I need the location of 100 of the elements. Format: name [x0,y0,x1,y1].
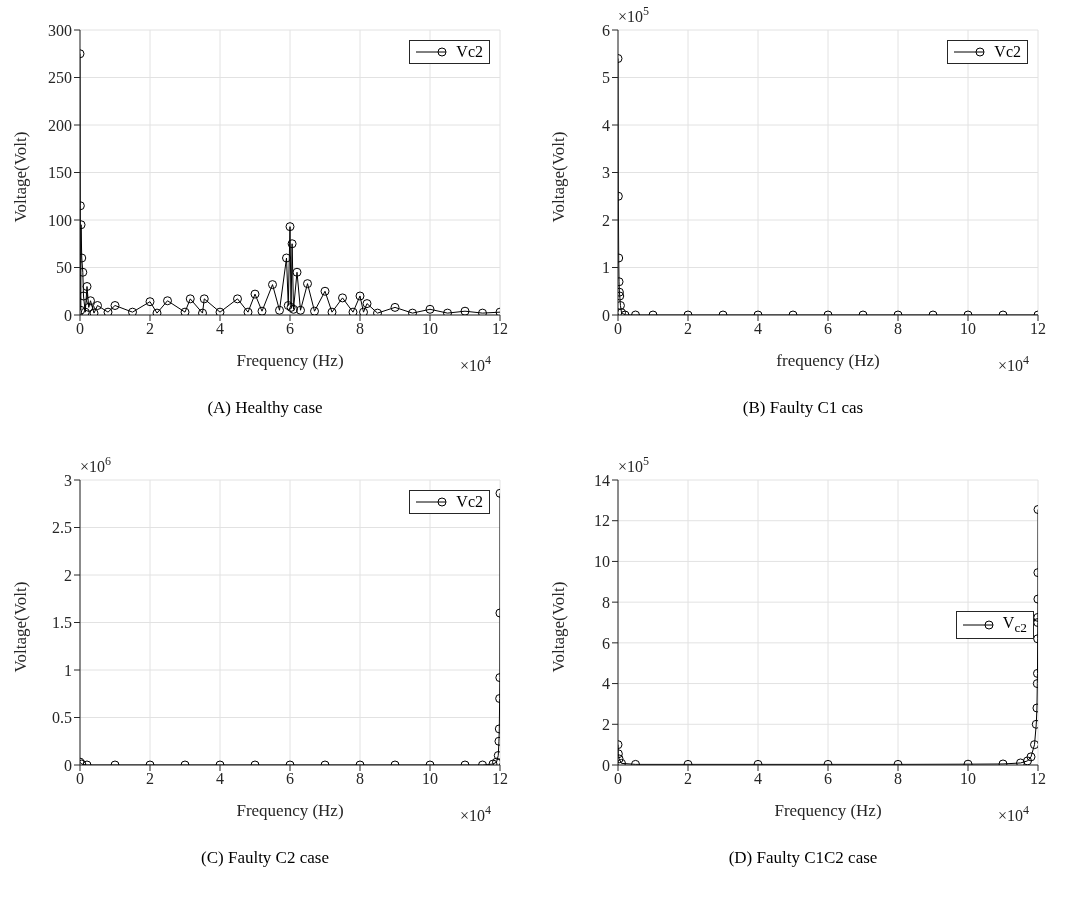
x-tick-label: 8 [356,320,364,338]
text: (A) Healthy case [206,398,324,418]
y-tick-label: 4 [602,116,610,134]
point [373,308,382,315]
point [390,302,400,312]
text: ×10$^{6}$ [80,454,112,475]
point [355,291,365,301]
y-axis-title: Voltage(Volt) [11,131,31,223]
x-tick-label: 2 [684,320,692,338]
point [163,296,172,306]
y-tick-label: 200 [48,116,72,134]
point [80,291,88,301]
legend-label: Vc2 [994,43,1021,61]
y-tick-label: 100 [48,211,72,229]
y-axis-title: Voltage(Volt) [11,581,31,673]
x-axis-title: Frequency (Hz) [236,801,344,820]
x-tick-label: 8 [894,320,902,338]
point [198,308,207,315]
y-tick-label: 300 [48,21,72,39]
text: (C) Faulty C2 case [200,848,330,868]
x-axis-title: Frequency (Hz) [774,801,882,820]
y-axis-title: Voltage(Volt) [549,131,569,223]
x-tick-label: 0 [76,320,84,338]
y-tick-label: 250 [48,69,72,87]
x-tick-label: 0 [614,320,622,338]
text: ×10$^{5}$ [618,454,650,475]
y-tick-label: 1.5 [52,614,72,632]
point [1023,756,1032,765]
x-tick-label: 6 [824,770,832,788]
y-tick-label: 3 [602,164,610,182]
x-tick-label: 10 [960,770,976,788]
point [257,306,267,315]
point [492,757,500,765]
y-tick-label: 8 [602,593,610,611]
point [82,282,92,291]
point [275,305,284,315]
point [268,280,277,290]
y-tick-label: 1 [64,661,72,679]
x-tick-label: 10 [422,320,438,338]
y-tick-label: 3 [64,471,72,489]
text: ×10$^{4}$ [460,803,492,824]
point [84,302,94,312]
point [310,306,319,315]
x-tick-label: 4 [754,770,762,788]
point [110,301,120,310]
point [283,301,293,310]
x-tick-label: 12 [492,770,508,788]
point [287,239,297,249]
point [362,299,372,309]
y-tick-label: 6 [602,634,610,652]
x-tick-label: 2 [684,770,692,788]
x-tick-label: 6 [286,770,294,788]
legend-label: V$_{c2}$ [1002,613,1027,636]
point [199,294,209,304]
point [1030,740,1038,750]
point [185,294,195,304]
y-tick-label: 0 [64,306,72,324]
point [460,306,470,315]
point [327,307,337,315]
point [348,307,358,315]
y-tick-label: 2.5 [52,519,72,537]
x-axis-title: Frequency (Hz) [236,351,344,370]
point [152,308,162,315]
point [93,301,102,310]
y-tick-label: 0 [64,756,72,774]
text: ×10$^{5}$ [618,4,650,25]
y-tick-label: 2 [602,715,610,733]
y-tick-label: 0 [602,306,610,324]
point [250,289,260,299]
x-axis-title: frequency (Hz) [776,351,880,370]
x-tick-label: 8 [894,770,902,788]
y-tick-label: 5 [602,69,610,87]
x-tick-label: 2 [146,770,154,788]
y-tick-label: 0.5 [52,709,72,727]
text: ×10$^{4}$ [998,803,1030,824]
x-tick-label: 10 [422,770,438,788]
y-tick-label: 0 [602,756,610,774]
y-tick-label: 1 [602,259,610,277]
y-tick-label: 6 [602,21,610,39]
legend-label: Vc2 [456,493,483,511]
point [292,267,302,277]
x-tick-label: 0 [76,770,84,788]
point [478,308,487,315]
point [296,305,305,315]
point [282,253,291,263]
x-tick-label: 4 [216,320,224,338]
text: ×10$^{4}$ [460,353,492,374]
point [303,279,312,289]
x-tick-label: 6 [824,320,832,338]
point [233,294,242,304]
x-tick-label: 4 [754,320,762,338]
point [215,307,225,315]
y-tick-label: 10 [594,553,610,571]
point [145,297,155,307]
y-tick-label: 14 [594,471,610,489]
point [80,267,88,277]
point [86,296,95,306]
legend-label: Vc2 [456,43,483,61]
point [128,307,137,315]
point [618,758,626,765]
